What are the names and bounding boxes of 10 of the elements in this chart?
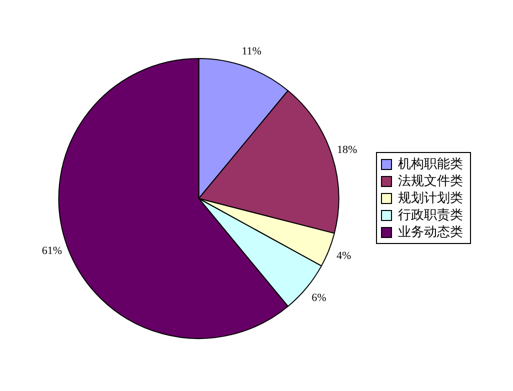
data-label: 18%: [337, 144, 358, 156]
legend-label: 法规文件类: [398, 174, 463, 189]
data-label: 11%: [242, 46, 262, 58]
legend-label: 业务动态类: [398, 224, 463, 240]
legend-label: 行政职责类: [398, 208, 463, 223]
data-label: 4%: [336, 250, 352, 262]
data-label: 61%: [42, 245, 62, 258]
legend-label: 规划计划类: [398, 190, 463, 206]
data-label: 6%: [312, 292, 326, 304]
legend-label: 机构职能类: [398, 156, 463, 172]
